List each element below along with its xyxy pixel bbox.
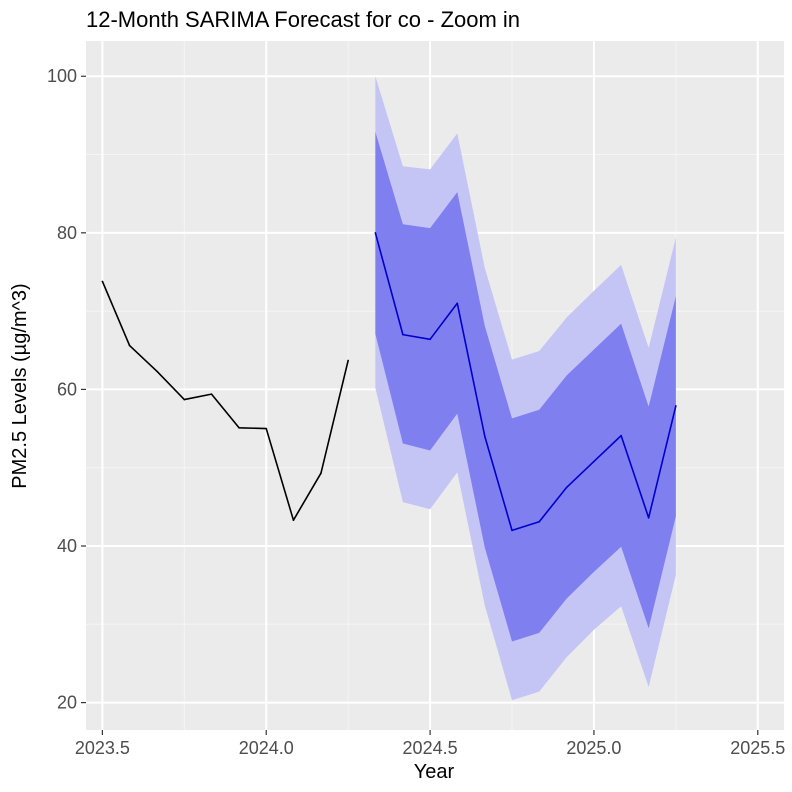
history-point <box>292 519 295 521</box>
forecast-point <box>620 434 622 437</box>
forecast-point <box>538 520 541 523</box>
history-point <box>238 426 240 429</box>
x-tick-label: 2024.0 <box>239 738 294 758</box>
history-point <box>210 393 213 395</box>
history-point <box>156 370 158 373</box>
forecast-point <box>429 338 431 341</box>
forecast-point <box>647 517 650 519</box>
chart-title: 12-Month SARIMA Forecast for co - Zoom i… <box>86 7 520 32</box>
history-point <box>128 344 131 347</box>
history-point <box>183 398 186 401</box>
y-tick-label: 80 <box>57 223 77 243</box>
forecast-point <box>593 460 595 463</box>
forecast-point <box>402 333 404 336</box>
y-tick-label: 100 <box>47 66 77 86</box>
history-point <box>320 472 322 474</box>
forecast-point <box>456 302 459 305</box>
history-line <box>101 281 349 521</box>
y-tick-label: 40 <box>57 536 77 556</box>
y-tick-label: 60 <box>57 379 77 399</box>
forecast-line <box>374 232 677 532</box>
y-axis-title: PM2.5 Levels (µg/m^3) <box>9 283 31 488</box>
forecast-point <box>374 232 377 234</box>
x-tick-label: 2025.0 <box>566 738 621 758</box>
forecast-point <box>484 435 486 438</box>
forecast-point <box>675 405 677 407</box>
plot-area <box>86 41 784 730</box>
forecast-point <box>565 486 568 489</box>
axes: 2023.5 2024.0 2024.5 2025.0 2025.5 20 40 60 80 10… <box>47 66 785 758</box>
x-axis-title: Year <box>414 761 455 783</box>
y-tick-label: 20 <box>57 693 77 713</box>
x-tick-label: 2024.5 <box>403 738 458 758</box>
forecast-point <box>511 529 513 532</box>
history-point <box>265 427 268 430</box>
history-point <box>347 359 349 362</box>
history-point <box>101 280 104 283</box>
x-tick-label: 2023.5 <box>75 738 130 758</box>
x-tick-label: 2025.5 <box>730 738 785 758</box>
confidence-band-80 <box>375 131 676 642</box>
